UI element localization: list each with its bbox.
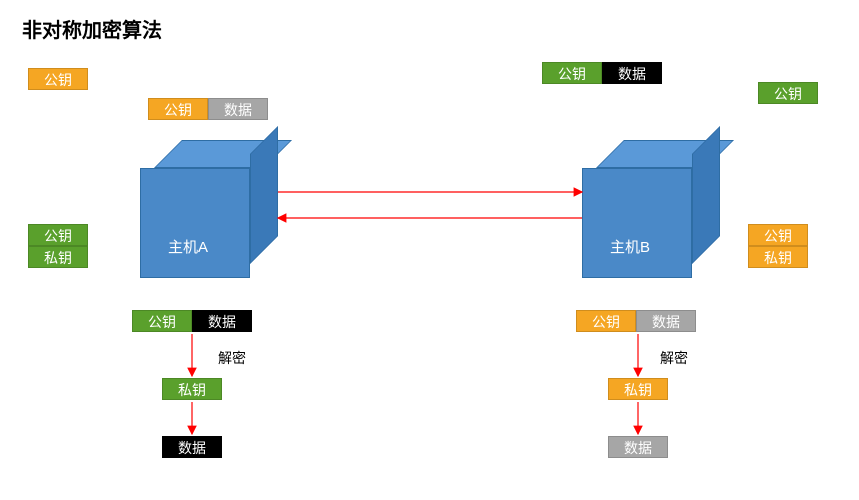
tag-belowA_data: 数据	[192, 310, 252, 332]
tag-aboveA_data: 数据	[208, 98, 268, 120]
tag-belowA_priv: 私钥	[162, 378, 222, 400]
arrows-layer	[0, 0, 859, 500]
tag-belowB_out: 数据	[608, 436, 668, 458]
tag-aboveA_pub: 公钥	[148, 98, 208, 120]
diagram-title: 非对称加密算法	[22, 14, 162, 43]
tag-belowA_pub: 公钥	[132, 310, 192, 332]
tag-belowB_pub: 公钥	[576, 310, 636, 332]
tag-topRightPub: 公钥	[758, 82, 818, 104]
decrypt-label-right: 解密	[660, 348, 688, 368]
host-label: 主机A	[168, 236, 208, 257]
tag-leftA_pub: 公钥	[28, 224, 88, 246]
tag-belowA_out: 数据	[162, 436, 222, 458]
tag-leftA_priv: 私钥	[28, 246, 88, 268]
tag-topRightPairPub: 公钥	[542, 62, 602, 84]
tag-belowB_data: 数据	[636, 310, 696, 332]
tag-topLeftPub: 公钥	[28, 68, 88, 90]
decrypt-label-left: 解密	[218, 348, 246, 368]
host-b-cube: 主机B	[582, 140, 720, 278]
tag-rightB_priv: 私钥	[748, 246, 808, 268]
tag-rightB_pub: 公钥	[748, 224, 808, 246]
tag-topRightPairData: 数据	[602, 62, 662, 84]
tag-belowB_priv: 私钥	[608, 378, 668, 400]
host-a-cube: 主机A	[140, 140, 278, 278]
host-label: 主机B	[610, 236, 650, 257]
